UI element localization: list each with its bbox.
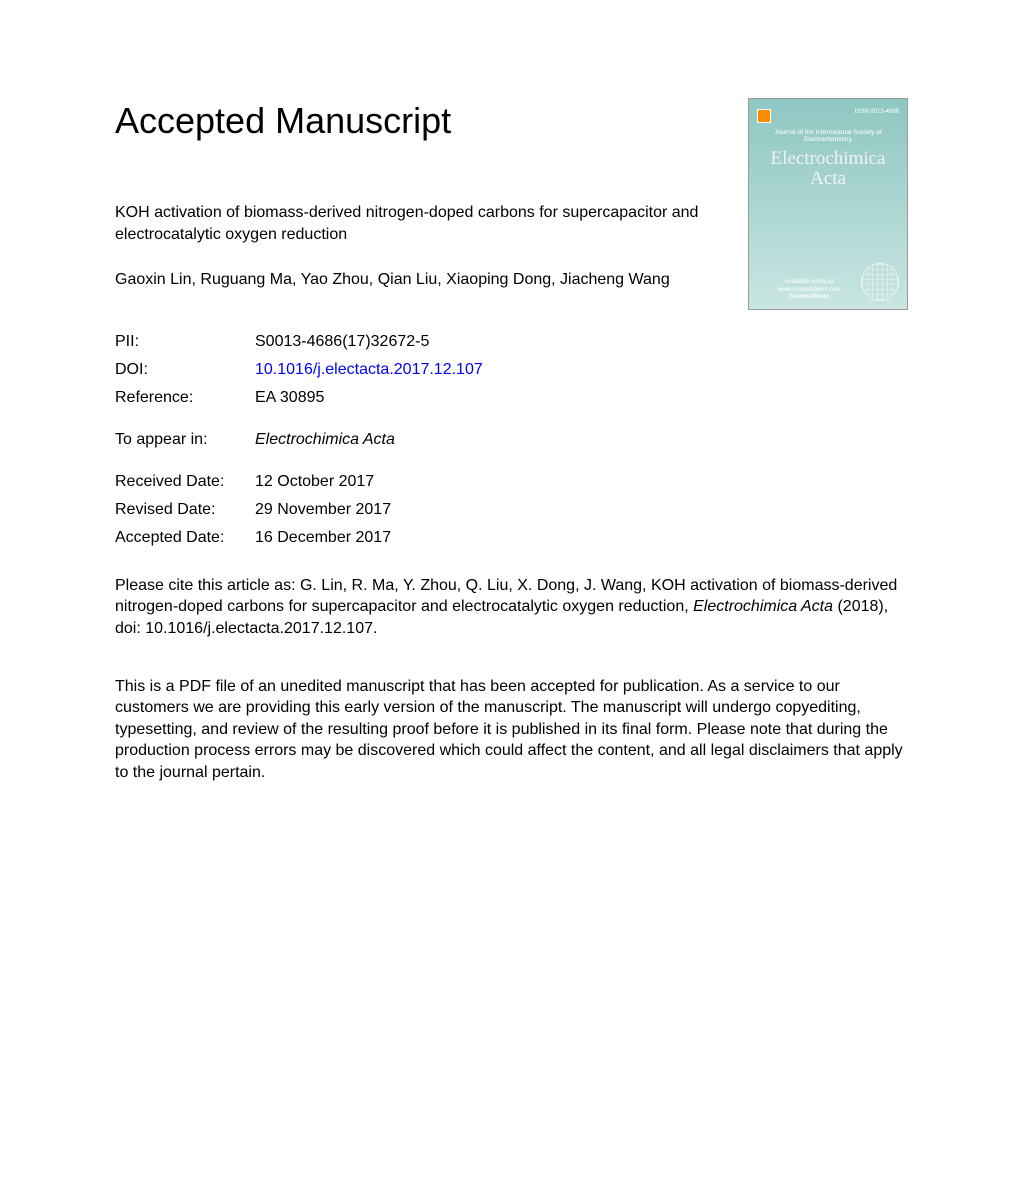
meta-row-reference: Reference: EA 30895	[115, 389, 910, 407]
globe-icon	[861, 263, 899, 301]
meta-row-revised: Revised Date: 29 November 2017	[115, 501, 910, 519]
disclaimer-text: This is a PDF file of an unedited manusc…	[115, 676, 910, 784]
article-title: KOH activation of biomass-derived nitrog…	[115, 202, 745, 247]
cover-journal-line1: Electrochimica	[771, 148, 886, 169]
meta-row-pii: PII: S0013-4686(17)32672-5	[115, 333, 910, 351]
meta-label-pii: PII:	[115, 333, 255, 351]
meta-value-accepted: 16 December 2017	[255, 529, 391, 547]
cover-availability: Available online at www.sciencedirect.co…	[757, 279, 861, 301]
meta-value-reference: EA 30895	[255, 389, 324, 407]
meta-value-to-appear: Electrochimica Acta	[255, 431, 395, 449]
cover-availability-text: Available online at www.sciencedirect.co…	[778, 279, 840, 292]
meta-value-pii: S0013-4686(17)32672-5	[255, 333, 429, 351]
meta-value-revised: 29 November 2017	[255, 501, 391, 519]
meta-value-received: 12 October 2017	[255, 473, 374, 491]
journal-cover-thumbnail: ISSN 0013-4686 Journal of the Internatio…	[748, 98, 908, 310]
cover-publisher-row: ISSN 0013-4686	[757, 109, 899, 123]
citation-journal: Electrochimica Acta	[693, 598, 833, 615]
elsevier-logo-icon	[757, 109, 771, 123]
cover-sciencedirect-text: ScienceDirect	[789, 294, 829, 300]
doi-link[interactable]: 10.1016/j.electacta.2017.12.107	[255, 361, 483, 379]
cover-issn: ISSN 0013-4686	[855, 109, 899, 123]
meta-label-accepted: Accepted Date:	[115, 529, 255, 547]
meta-row-accepted: Accepted Date: 16 December 2017	[115, 529, 910, 547]
cover-bottom-row: Available online at www.sciencedirect.co…	[757, 263, 899, 301]
cover-journal-name: Electrochimica Acta	[757, 149, 899, 189]
cover-spacer	[757, 193, 899, 263]
meta-row-doi: DOI: 10.1016/j.electacta.2017.12.107	[115, 361, 910, 379]
cover-journal-line2: Acta	[810, 168, 846, 189]
meta-label-received: Received Date:	[115, 473, 255, 491]
citation-text: Please cite this article as: G. Lin, R. …	[115, 575, 910, 640]
metadata-table: PII: S0013-4686(17)32672-5 DOI: 10.1016/…	[115, 333, 910, 547]
meta-label-reference: Reference:	[115, 389, 255, 407]
meta-label-to-appear: To appear in:	[115, 431, 255, 449]
meta-label-revised: Revised Date:	[115, 501, 255, 519]
cover-society-text: Journal of the International Society of …	[757, 129, 899, 143]
meta-label-doi: DOI:	[115, 361, 255, 379]
meta-row-received: Received Date: 12 October 2017	[115, 473, 910, 491]
meta-row-to-appear: To appear in: Electrochimica Acta	[115, 431, 910, 449]
